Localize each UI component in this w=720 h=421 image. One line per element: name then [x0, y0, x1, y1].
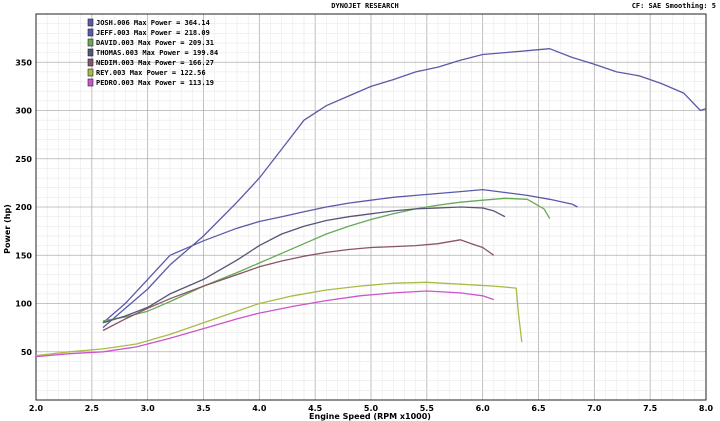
legend-entry: DAVID.003 Max Power = 209.31: [96, 39, 214, 47]
y-tick-label: 150: [15, 251, 32, 260]
legend-swatch: [87, 58, 94, 67]
x-tick-label: 2.0: [29, 404, 44, 413]
y-tick-labels: 50 100 150 200 250 300 350: [15, 58, 32, 357]
x-tick-label: 4.0: [252, 404, 267, 413]
legend-entry: NEDIM.003 Max Power = 166.27: [96, 59, 214, 67]
series-line-0: [102, 48, 707, 329]
x-tick-label: 4.5: [308, 404, 323, 413]
legend-swatch: [87, 78, 94, 87]
chart-settings: CF: SAE Smoothing: 5: [632, 2, 716, 10]
legend-swatch: [87, 38, 94, 47]
x-tick-label: 6.0: [476, 404, 491, 413]
series-line-5: [35, 281, 523, 357]
y-axis-label: Power (hp): [3, 204, 12, 254]
legend-swatch: [87, 18, 94, 27]
legend-swatch: [87, 68, 94, 77]
plot-frame: [35, 13, 707, 401]
legend-entry: THOMAS.003 Max Power = 199.84: [96, 49, 218, 57]
x-tick-label: 2.5: [85, 404, 100, 413]
legend-entry: JOSH.006 Max Power = 364.14: [96, 19, 210, 27]
y-tick-label: 100: [15, 300, 32, 309]
grid: [35, 13, 707, 401]
series-line-1: [102, 188, 578, 324]
y-tick-label: 300: [15, 107, 32, 116]
series-layer: [35, 48, 707, 358]
x-tick-label: 8.0: [699, 404, 714, 413]
x-axis-label: Engine Speed (RPM x1000): [309, 412, 431, 421]
x-tick-label: 5.0: [364, 404, 379, 413]
x-tick-label: 3.0: [141, 404, 156, 413]
legend: JOSH.006 Max Power = 364.14 JEFF.003 Max …: [87, 18, 218, 87]
x-tick-label: 7.5: [643, 404, 658, 413]
series-line-6: [35, 290, 495, 358]
chart-title: DYNOJET RESEARCH: [331, 2, 398, 10]
y-tick-label: 50: [21, 348, 33, 357]
y-tick-label: 350: [15, 58, 32, 67]
y-tick-label: 200: [15, 203, 32, 212]
x-tick-label: 5.5: [420, 404, 435, 413]
series-line-2: [102, 197, 551, 322]
series-line-4: [102, 239, 495, 332]
legend-swatch: [87, 48, 94, 57]
x-tick-label: 6.5: [531, 404, 546, 413]
legend-entry: JEFF.003 Max Power = 218.09: [96, 29, 210, 37]
x-tick-label: 7.0: [587, 404, 602, 413]
x-tick-label: 3.5: [196, 404, 211, 413]
legend-entry: REY.003 Max Power = 122.56: [96, 69, 206, 77]
y-tick-label: 250: [15, 155, 32, 164]
series-line-3: [102, 206, 506, 324]
legend-swatch: [87, 28, 94, 37]
x-tick-labels: 2.0 2.5 3.0 3.5 4.0 4.5 5.0 5.5 6.0 6.5 7.0 7.5 8.0: [29, 404, 714, 413]
legend-entry: PEDRO.003 Max Power = 113.19: [96, 79, 214, 87]
